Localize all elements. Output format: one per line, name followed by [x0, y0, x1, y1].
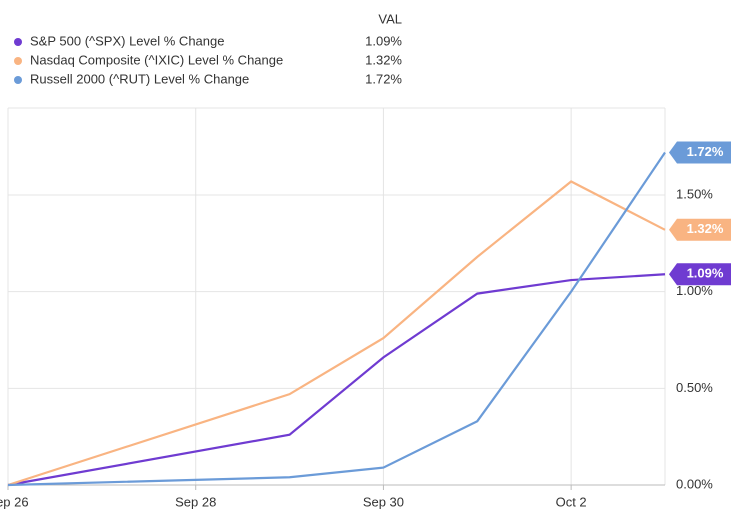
value-label: 1.72%: [687, 144, 724, 159]
y-tick-label: 1.50%: [676, 186, 713, 201]
legend-value: 1.72%: [365, 71, 402, 86]
y-tick-label: 1.00%: [676, 283, 713, 298]
value-tag: [669, 263, 731, 286]
value-label: 1.32%: [687, 221, 724, 236]
legend-marker: [14, 76, 22, 84]
value-label: 1.09%: [687, 266, 724, 281]
legend-label: S&P 500 (^SPX) Level % Change: [30, 33, 224, 48]
legend-marker: [14, 38, 22, 46]
series-line: [7, 273, 666, 487]
y-tick-label: 0.00%: [676, 476, 713, 491]
y-tick-label: 0.50%: [676, 380, 713, 395]
x-tick-label: Sep 28: [175, 494, 216, 509]
x-tick-label: Oct 2: [556, 494, 587, 509]
legend-value: 1.32%: [365, 52, 402, 67]
series-line: [7, 180, 666, 487]
legend-value: 1.09%: [365, 33, 402, 48]
legend-label: Russell 2000 (^RUT) Level % Change: [30, 71, 249, 86]
value-tag: [669, 218, 731, 241]
series-line: [7, 151, 666, 487]
x-tick-label: Sep 30: [363, 494, 404, 509]
legend-marker: [14, 57, 22, 65]
legend-label: Nasdaq Composite (^IXIC) Level % Change: [30, 52, 283, 67]
x-tick-label: Sep 26: [0, 494, 29, 509]
legend-header: VAL: [378, 11, 402, 26]
value-tag: [669, 141, 731, 164]
